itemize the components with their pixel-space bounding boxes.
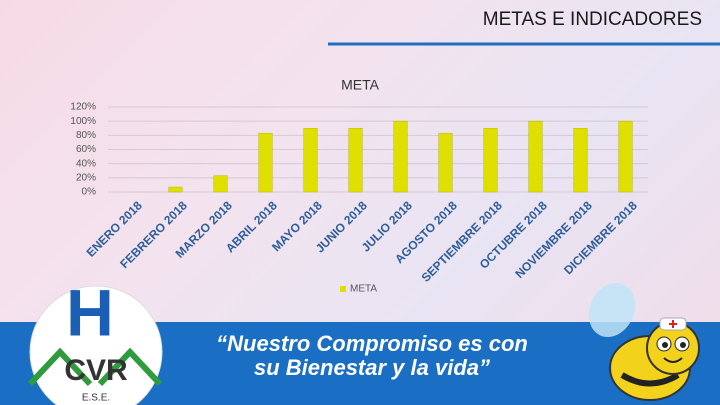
slogan-line: “Nuestro Compromiso es con [216, 331, 528, 356]
y-tick-label: 60% [76, 144, 96, 155]
bar [573, 128, 588, 193]
logo-subtitle: E.S.E. [82, 393, 110, 404]
legend-swatch [340, 286, 346, 292]
logo-letters: CVR [64, 354, 128, 387]
legend-label: META [350, 284, 377, 295]
bar [168, 186, 183, 193]
y-tick-label: 120% [70, 102, 96, 113]
logo-roof [27, 347, 163, 387]
y-tick-label: 20% [76, 172, 96, 183]
chart-title: META [341, 77, 380, 93]
logo-circle [29, 285, 163, 405]
bar [258, 132, 273, 193]
y-tick-label: 80% [76, 130, 96, 141]
bar [348, 128, 363, 193]
y-tick-label: 40% [76, 158, 96, 169]
bar [213, 175, 228, 193]
y-tick-label: 100% [70, 116, 96, 127]
logo-h: H [66, 275, 114, 349]
y-tick-label: 0% [82, 187, 97, 198]
x-tick-label: NOVIEMBRE 2018 [512, 198, 595, 281]
bar [528, 120, 543, 193]
bee [588, 282, 700, 401]
bar [483, 128, 498, 193]
bar [303, 128, 318, 193]
plot: 0%20%40%60%80%100%120%ENERO 2018FEBRERO … [70, 102, 648, 295]
bar [438, 132, 453, 193]
bar [618, 120, 633, 193]
bar [393, 120, 408, 193]
page-title: METAS E INDICADORES [483, 9, 702, 30]
x-tick-label: SEPTIEMBRE 2018 [419, 198, 506, 285]
slogan-line: su Bienestar y la vida” [254, 355, 490, 380]
